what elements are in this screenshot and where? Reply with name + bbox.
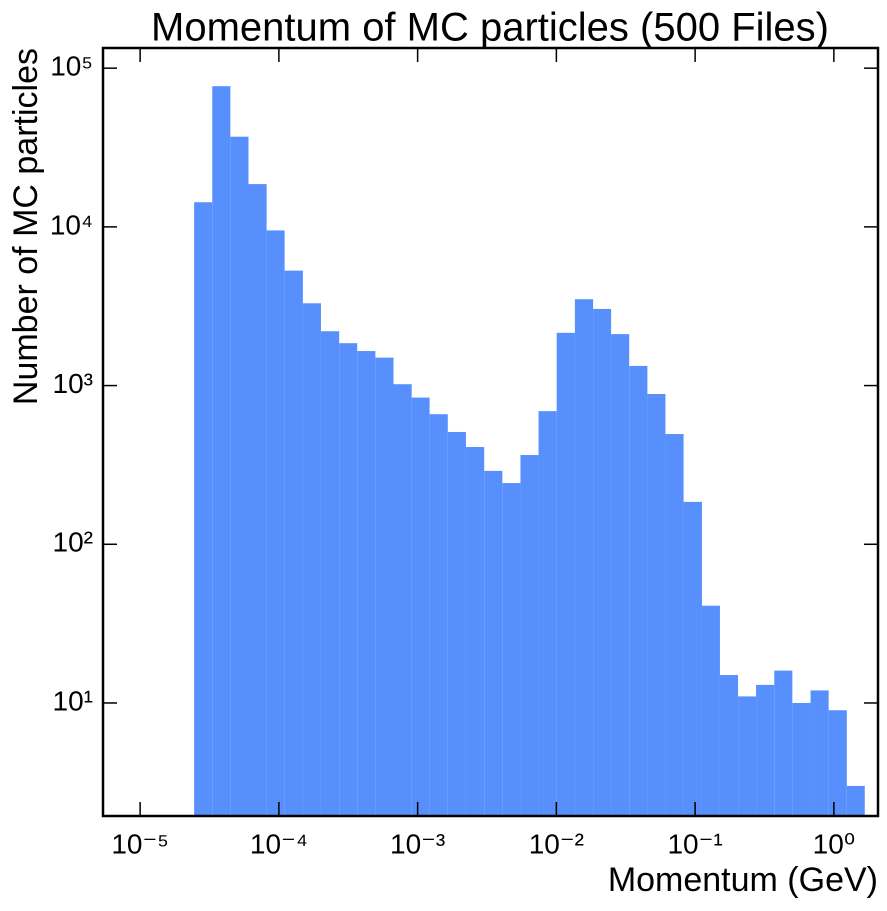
bar — [611, 334, 630, 816]
bar — [701, 605, 720, 816]
bar — [194, 202, 213, 817]
bar — [574, 299, 594, 817]
bar — [393, 384, 412, 816]
x-tick-label: 10⁰ — [813, 828, 855, 859]
bar — [230, 136, 249, 816]
bar — [647, 393, 666, 816]
x-tick-label: 10⁻⁵ — [111, 828, 169, 859]
y-tick-label: 10¹ — [53, 685, 93, 716]
bar — [665, 434, 684, 816]
bar — [266, 230, 285, 816]
plot-frame — [101, 46, 880, 818]
bar — [465, 447, 485, 816]
y-tick-label: 10⁵ — [50, 51, 93, 82]
y-tick-label: 10⁴ — [50, 209, 93, 240]
bar — [538, 411, 557, 816]
bar — [756, 684, 775, 816]
bar — [339, 343, 358, 816]
bar — [320, 331, 340, 816]
bar — [375, 357, 394, 816]
bar — [212, 86, 231, 816]
x-tick-label: 10⁻³ — [390, 828, 445, 859]
bar — [248, 184, 267, 817]
bar — [719, 675, 739, 816]
x-axis-label: Momentum (GeV) — [608, 861, 878, 899]
bar — [846, 785, 865, 816]
bar — [484, 470, 503, 816]
bar — [520, 455, 539, 816]
bar — [502, 483, 521, 816]
bar — [556, 332, 575, 816]
bar — [792, 702, 811, 816]
x-tick-label: 10⁻¹ — [667, 828, 722, 859]
x-tick-label: 10⁻⁴ — [250, 828, 308, 859]
bar — [447, 431, 466, 816]
chart-title: Momentum of MC particles (500 Files) — [151, 6, 829, 50]
y-tick-label: 10³ — [53, 368, 93, 399]
bar — [593, 308, 612, 816]
bar — [629, 365, 648, 816]
y-axis-label: Number of MC particles — [7, 48, 45, 405]
bar — [828, 710, 847, 816]
bar — [810, 690, 829, 816]
y-tick-label: 10² — [53, 527, 93, 558]
bar — [357, 351, 376, 816]
bar — [683, 501, 702, 816]
bar — [429, 414, 448, 816]
x-tick-label: 10⁻² — [529, 828, 584, 859]
bar — [302, 303, 321, 816]
bar — [774, 670, 793, 816]
bar — [411, 397, 430, 816]
bar — [284, 270, 303, 816]
bar — [738, 696, 757, 816]
